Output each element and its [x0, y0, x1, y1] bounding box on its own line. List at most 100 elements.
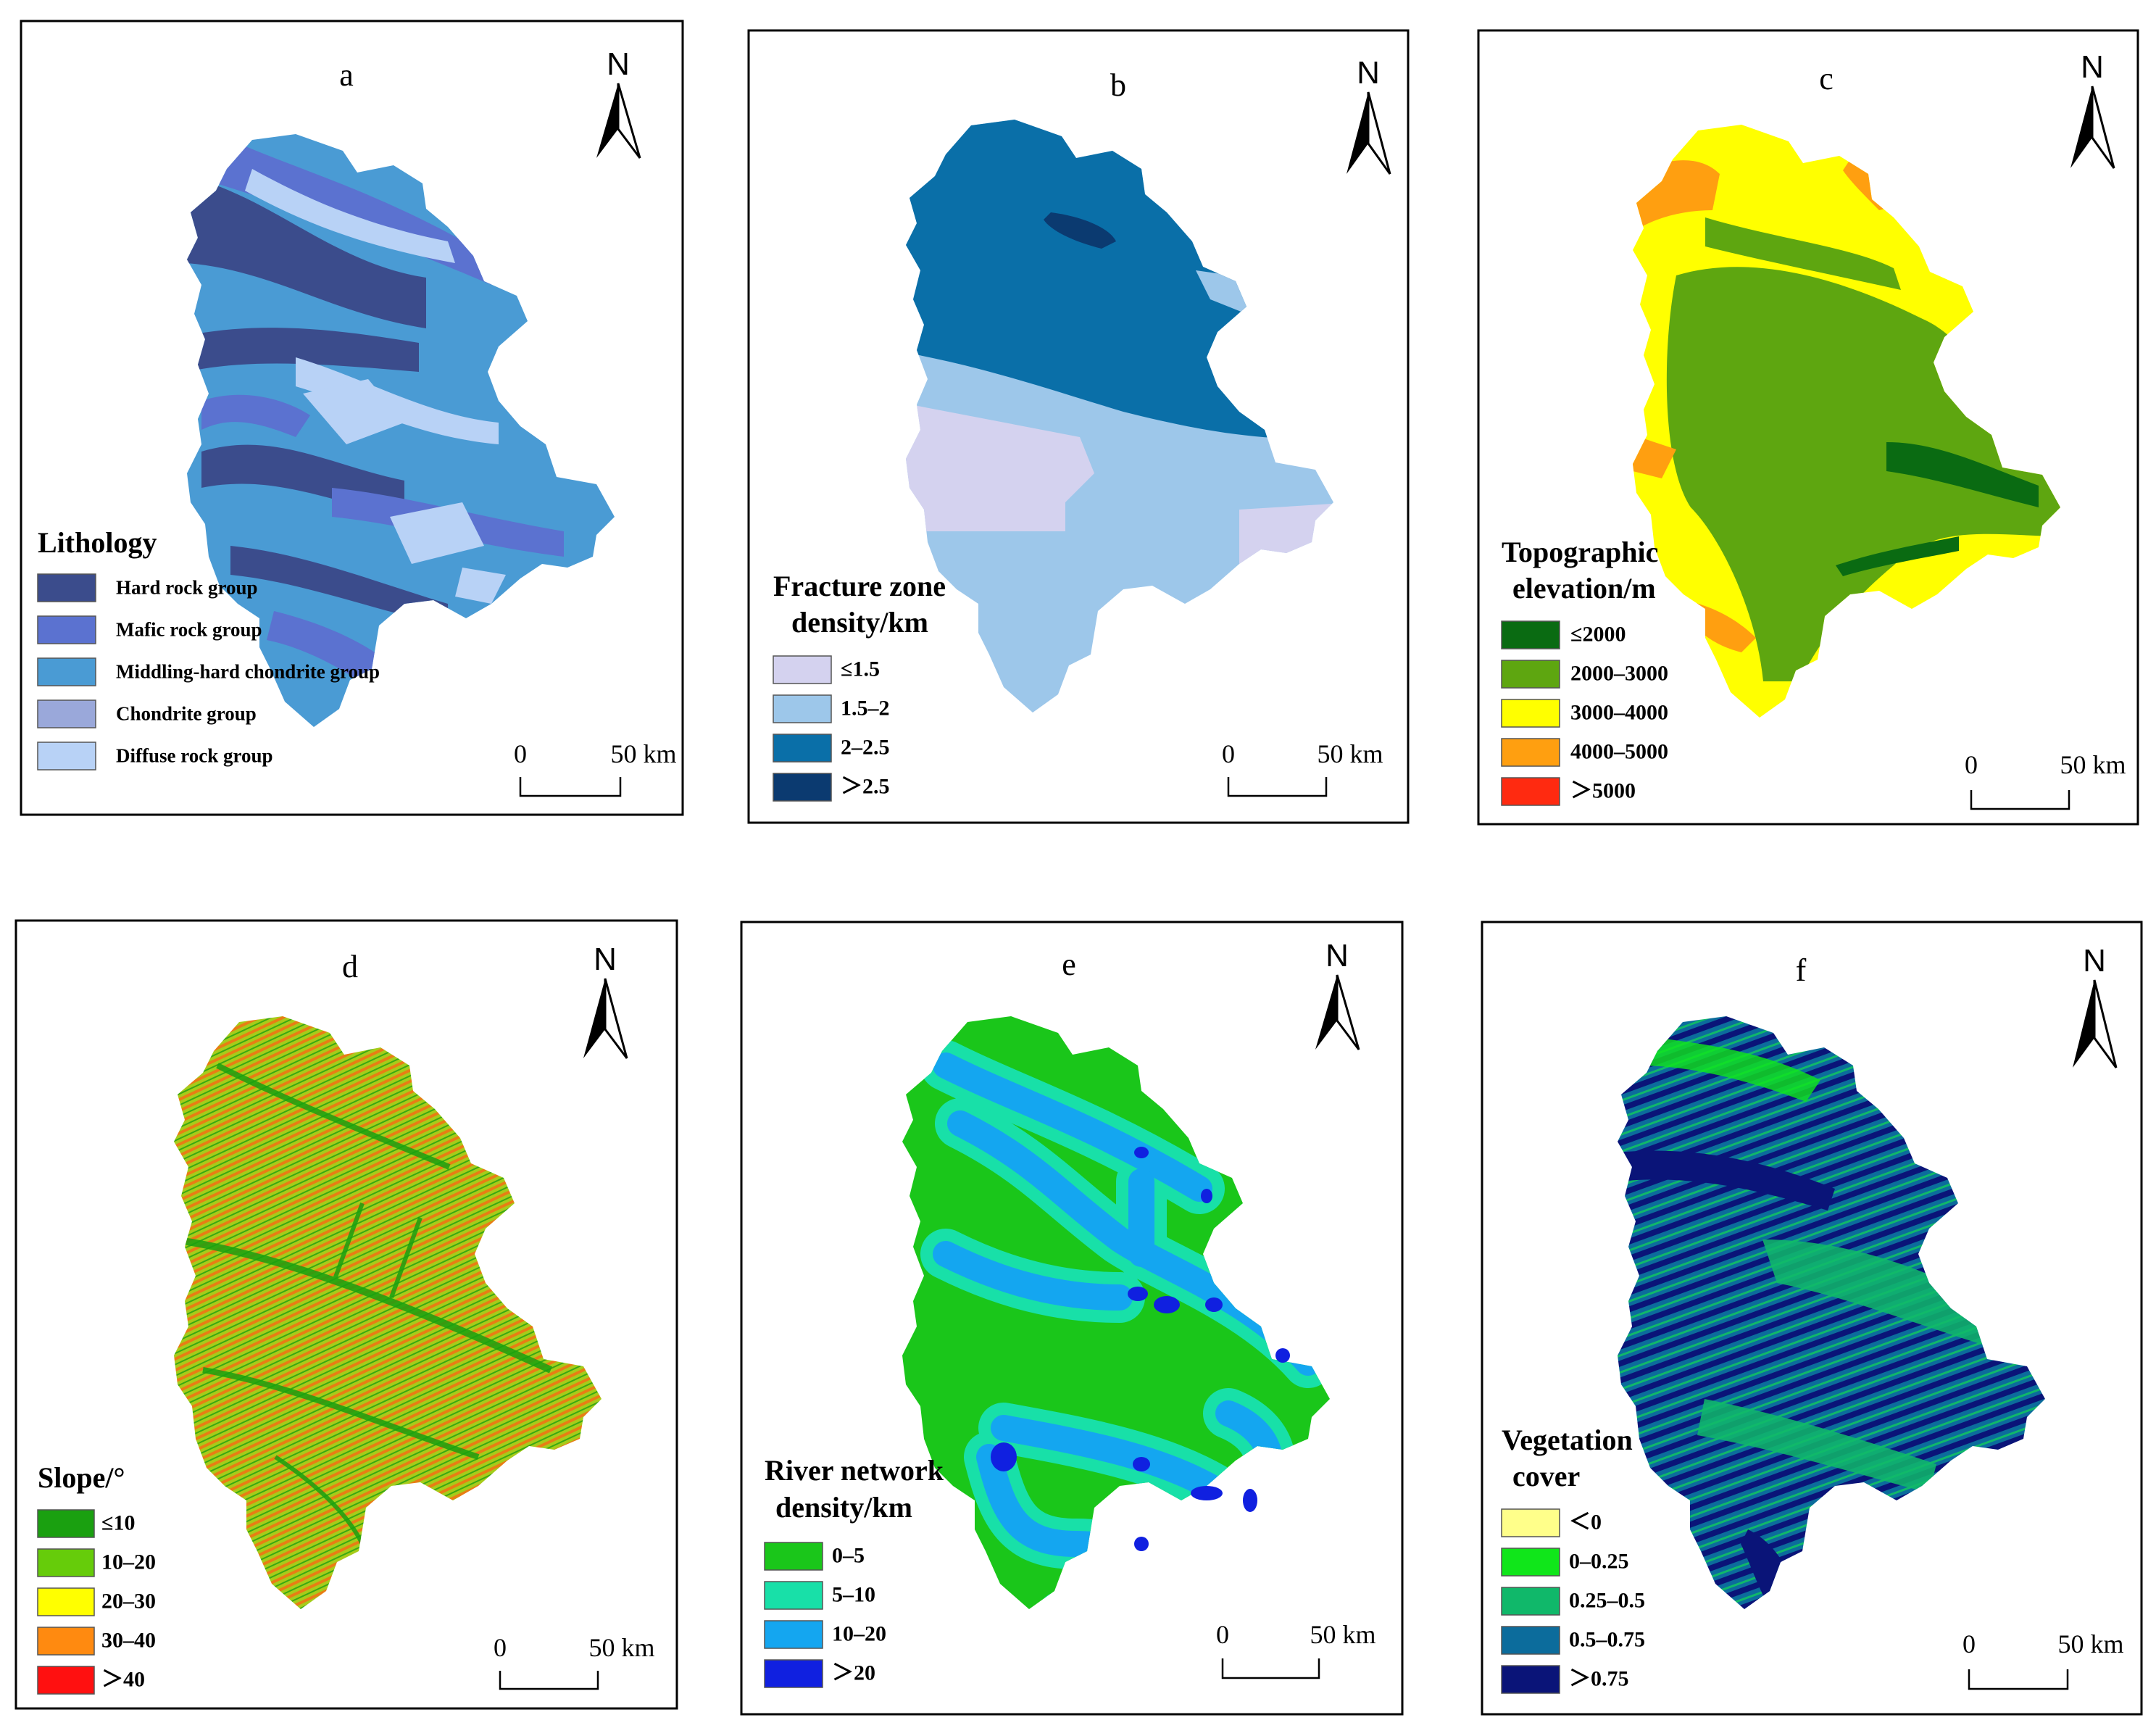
slope-map: [174, 1016, 602, 1609]
legend-swatch: [764, 1581, 823, 1610]
legend-item: 10–20: [37, 1548, 156, 1577]
legend-swatch: [764, 1620, 823, 1649]
legend-swatch: [773, 734, 832, 763]
legend-item: ＞40: [37, 1666, 145, 1695]
scale-start: 0: [514, 739, 527, 768]
legend-item: ≤10: [37, 1509, 135, 1538]
legend-swatch: [764, 1659, 823, 1688]
legend-swatch: [1501, 620, 1560, 649]
legend-label: 4000–5000: [1570, 739, 1668, 763]
legend-label: 10–20: [101, 1550, 156, 1574]
legend-label: 2000–3000: [1570, 661, 1668, 685]
legend-swatch: [37, 742, 96, 771]
legend-label: 0.5–0.75: [1569, 1627, 1645, 1651]
legend-item: 30–40: [37, 1627, 156, 1656]
legend-label: Hard rock group: [116, 576, 258, 598]
legend-swatch: [773, 694, 832, 723]
scale-end: 50 km: [1317, 739, 1383, 768]
legend-label: 0.25–0.5: [1569, 1588, 1645, 1612]
legend-title-line1: River network: [765, 1454, 944, 1487]
north-arrow: N: [1315, 938, 1360, 1050]
scale-end: 50 km: [2057, 1629, 2123, 1658]
legend-item: Hard rock group: [37, 573, 258, 602]
legend-label: ＜0: [1569, 1510, 1602, 1534]
legend-swatch: [1501, 1548, 1560, 1577]
panel-e: e: [740, 921, 1404, 1716]
legend-swatch: [37, 615, 96, 644]
legend-label: 0–0.25: [1569, 1549, 1629, 1573]
legend-label: 0–5: [832, 1543, 865, 1567]
legend-item: ＞2.5: [773, 773, 890, 802]
legend-label: ≤2000: [1570, 622, 1626, 646]
legend-label: ＞40: [101, 1667, 145, 1691]
legend-label: 20–30: [101, 1589, 156, 1613]
legend-label: ≤1.5: [841, 657, 880, 681]
scale-start: 0: [1963, 1629, 1976, 1658]
legend-swatch: [37, 1666, 95, 1695]
legend-d: Slope/° ≤10 10–20 20–30 30–40 ＞40: [37, 1461, 156, 1695]
legend-swatch: [1501, 1508, 1560, 1537]
north-arrow: N: [596, 46, 641, 159]
legend-swatch: [1501, 777, 1560, 806]
north-label: N: [1357, 55, 1380, 91]
legend-item: ＞20: [764, 1659, 875, 1688]
scale-bar: 0 50 km: [1216, 1620, 1376, 1679]
scale-bar: 0 50 km: [1965, 750, 2126, 810]
legend-swatch: [764, 1542, 823, 1571]
scale-bar: 0 50 km: [494, 1633, 655, 1690]
legend-item: 2–2.5: [773, 734, 890, 763]
legend-label: Middling-hard chondrite group: [116, 660, 380, 682]
legend-title-line1: Topographic: [1502, 536, 1658, 568]
legend-swatch: [1501, 660, 1560, 689]
north-label: N: [2083, 943, 2106, 979]
legend-item: 5–10: [764, 1581, 875, 1610]
legend-label: 30–40: [101, 1628, 156, 1652]
legend-swatch: [37, 1548, 95, 1577]
scale-bar: 0 50 km: [514, 739, 677, 797]
legend-item: Diffuse rock group: [37, 742, 273, 771]
scale-start: 0: [1965, 750, 1978, 779]
legend-label: ＞2.5: [841, 774, 890, 798]
legend-item: 0.5–0.75: [1501, 1626, 1645, 1655]
legend-item: 2000–3000: [1501, 660, 1668, 689]
legend-a: Lithology Hard rock group Mafic rock grou…: [37, 526, 380, 771]
legend-swatch: [1501, 1626, 1560, 1655]
legend-item: ＜0: [1501, 1508, 1602, 1537]
legend-label: 3000–4000: [1570, 700, 1668, 724]
panel-c: c N 0 50 km Topographic: [1477, 29, 2139, 826]
legend-title-line2: density/km: [775, 1491, 912, 1524]
legend-item: ＞0.75: [1501, 1665, 1629, 1694]
north-label: N: [2081, 49, 2104, 85]
legend-title: Slope/°: [38, 1461, 125, 1494]
legend-label: Diffuse rock group: [116, 744, 273, 766]
scale-start: 0: [1216, 1620, 1229, 1649]
north-label: N: [594, 942, 617, 977]
scale-start: 0: [494, 1633, 507, 1662]
panel-e-letter: e: [1062, 947, 1076, 982]
north-arrow: N: [2073, 943, 2118, 1068]
legend-title-line1: Fracture zone: [773, 570, 946, 602]
legend-title-line2: density/km: [791, 606, 928, 639]
legend-swatch: [37, 1587, 95, 1616]
legend-item: 3000–4000: [1501, 699, 1668, 728]
legend-swatch: [37, 657, 96, 686]
legend-item: Middling-hard chondrite group: [37, 657, 380, 686]
scale-end: 50 km: [610, 739, 676, 768]
scale-end: 50 km: [588, 1633, 654, 1662]
legend-label: 1.5–2: [841, 696, 890, 720]
legend-item: 10–20: [764, 1620, 886, 1649]
legend-title: Lithology: [38, 526, 157, 559]
legend-item: ＞5000: [1501, 777, 1636, 806]
legend-swatch: [1501, 1587, 1560, 1616]
legend-swatch: [1501, 699, 1560, 728]
legend-label: ＞0.75: [1569, 1666, 1629, 1690]
legend-item: ≤2000: [1501, 620, 1626, 649]
panel-f-letter: f: [1796, 952, 1807, 988]
panel-d-letter: d: [342, 949, 358, 984]
legend-label: 5–10: [832, 1582, 875, 1606]
legend-item: 0–0.25: [1501, 1548, 1629, 1577]
legend-label: 2–2.5: [841, 735, 890, 759]
panel-b-letter: b: [1110, 67, 1126, 103]
